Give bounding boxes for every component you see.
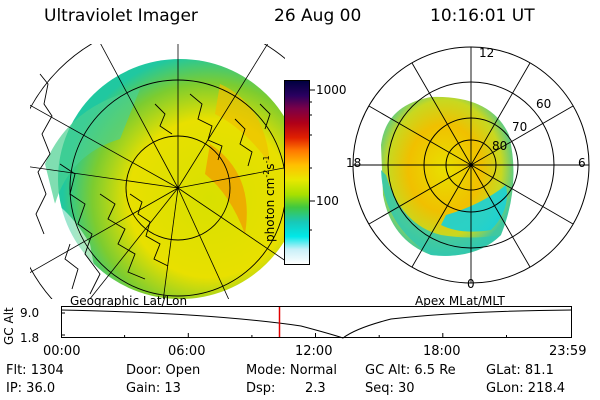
mlat-label-70: 70 xyxy=(512,120,528,134)
status-gain: Gain: 13 xyxy=(126,381,181,396)
instrument-title: Ultraviolet Imager xyxy=(44,6,198,26)
status-dsp-value: 2.3 xyxy=(305,381,326,396)
altitude-xtick-0600: 06:00 xyxy=(168,344,206,359)
mlt-label-6: 6 xyxy=(578,156,586,170)
status-door: Door: Open xyxy=(126,363,201,378)
colorbar xyxy=(284,80,310,265)
status-geo-longitude: GLon: 218.4 xyxy=(486,381,566,396)
status-dsp-label: Dsp: xyxy=(246,381,276,396)
colorbar-ticks xyxy=(309,89,315,231)
mlat-label-80: 80 xyxy=(492,139,508,153)
image-date: 26 Aug 00 xyxy=(274,6,362,26)
geographic-panel-label: Geographic Lat/Lon xyxy=(70,294,188,308)
altitude-plot xyxy=(61,306,573,339)
altitude-xtick-0000: 00:00 xyxy=(43,344,81,359)
status-mode: Mode: Normal xyxy=(246,363,337,378)
status-ip: IP: 36.0 xyxy=(6,381,56,396)
mlat-label-60: 60 xyxy=(536,97,552,111)
status-sequence: Seq: 30 xyxy=(365,381,415,396)
altitude-ytick-low: 1.8 xyxy=(20,331,40,345)
status-geo-latitude: GLat: 81.1 xyxy=(486,363,554,378)
status-gc-altitude: GC Alt: 6.5 Re xyxy=(365,363,456,378)
apex-panel-label: Apex MLat/MLT xyxy=(415,294,505,308)
colorbar-tick-100: 100 xyxy=(316,194,339,208)
mlt-label-12: 12 xyxy=(479,46,495,60)
apex-polar-panel xyxy=(352,46,590,284)
altitude-ytick-high: 9.0 xyxy=(20,306,40,320)
status-flight: Flt: 1304 xyxy=(6,363,64,378)
altitude-ylabel: GC Alt xyxy=(2,307,16,345)
altitude-xtick-1200: 12:00 xyxy=(295,344,333,359)
mlt-label-18: 18 xyxy=(346,156,362,170)
mlt-label-0: 0 xyxy=(467,277,475,291)
geographic-image-panel xyxy=(30,44,285,299)
colorbar-tick-1000: 1000 xyxy=(316,83,347,97)
image-time: 10:16:01 UT xyxy=(430,6,535,26)
colorbar-unit-label: photon cm-2s-1 xyxy=(262,155,277,242)
altitude-xtick-1800: 18:00 xyxy=(423,344,461,359)
altitude-xtick-2359: 23:59 xyxy=(549,344,587,359)
